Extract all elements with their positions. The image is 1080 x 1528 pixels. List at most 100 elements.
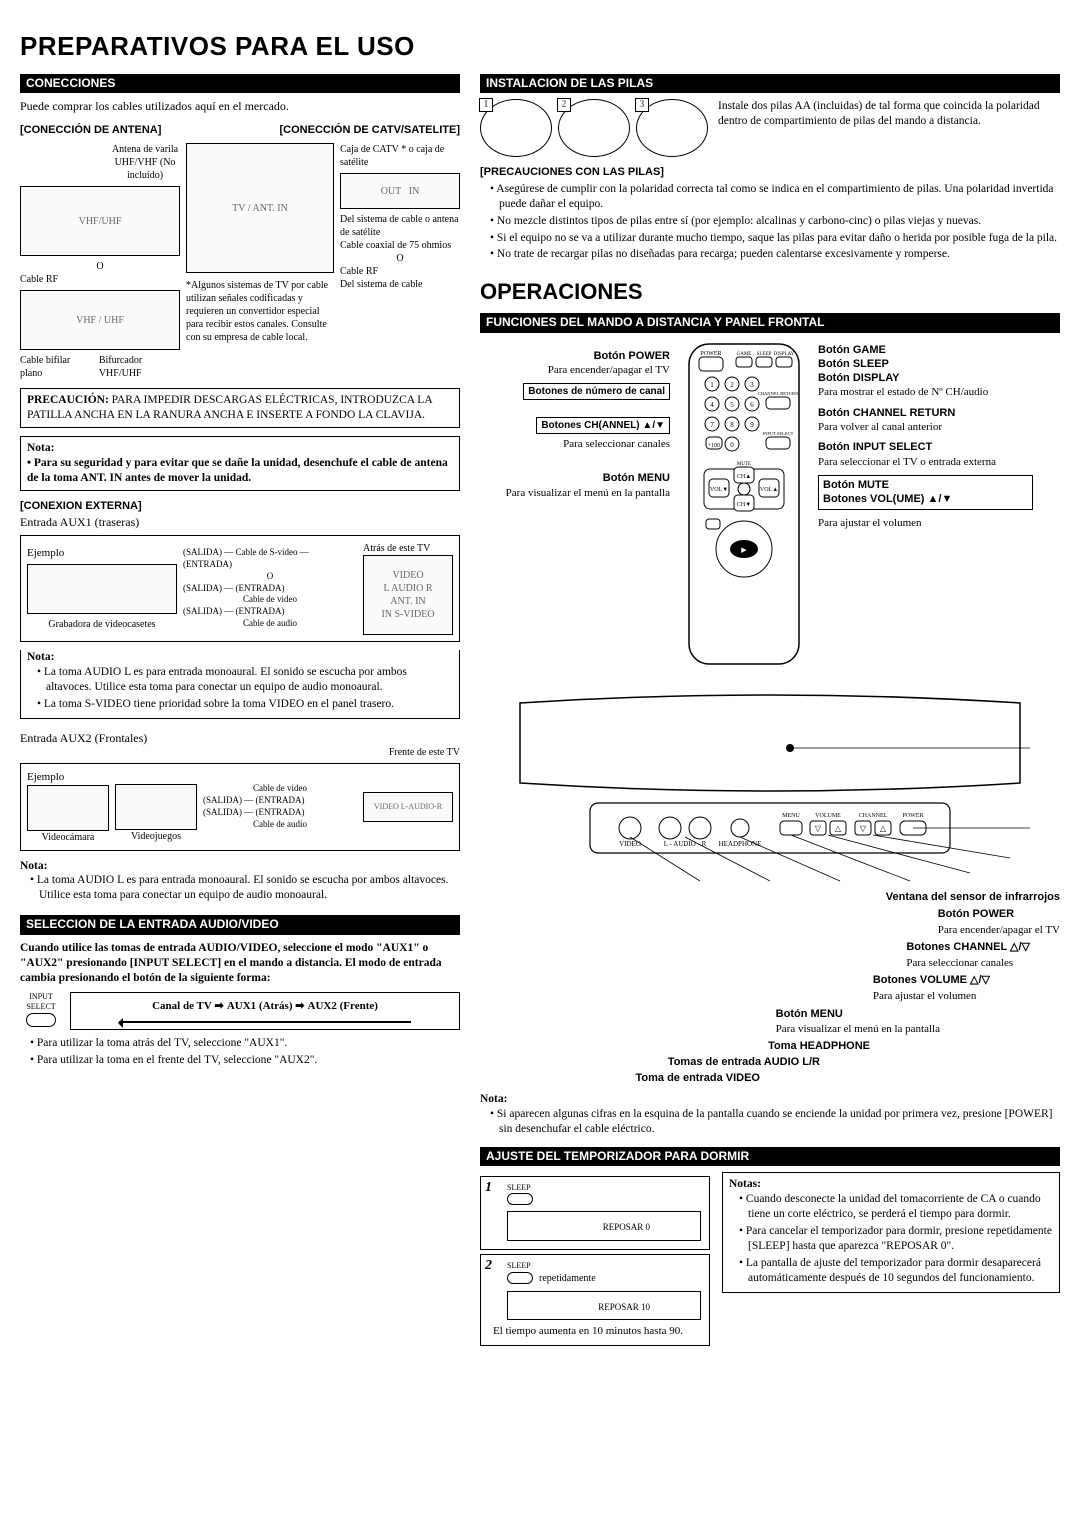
svg-text:CHANNEL RETURN: CHANNEL RETURN (758, 391, 799, 396)
menu-btn-desc: Para visualizar el menú en la pantalla (480, 486, 670, 500)
svg-text:7: 7 (710, 421, 714, 429)
coax-label: Cable coaxial de 75 ohmios (340, 239, 460, 252)
camcorder-fig (27, 785, 109, 831)
vhf-uhf-box: VHF/UHF (20, 186, 180, 256)
svg-text:CH▲: CH▲ (737, 474, 751, 480)
aux2-entrada-2: (ENTRADA) (256, 807, 305, 817)
cycle-box: Canal de TV ➡ AUX1 (Atrás) ➡ AUX2 (Frent… (70, 992, 460, 1030)
caution-box: PRECAUCIÓN: PARA IMPEDIR DESCARGAS ELÉCT… (20, 388, 460, 428)
section-av-select: SELECCION DE LA ENTRADA AUDIO/VIDEO (20, 915, 460, 935)
aux2-note-block: Nota: La toma AUDIO L es para entrada mo… (20, 859, 460, 904)
aux1-head: Entrada AUX1 (traseras) (20, 515, 460, 531)
fp-headphone-label: Toma HEADPHONE (768, 1039, 870, 1053)
sleep-screen-1: REPOSAR 0 (507, 1211, 701, 1241)
svg-text:5: 5 (730, 401, 734, 409)
remote-layout: Botón POWER Para encender/apagar el TV B… (480, 339, 1060, 684)
tv-front-label: Frente de este TV (20, 746, 460, 759)
svg-text:△: △ (880, 824, 887, 833)
tv-back-label: Atrás de este TV (363, 542, 453, 555)
svg-text:CH▼: CH▼ (737, 502, 751, 508)
entrada-3: (ENTRADA) (236, 606, 285, 616)
catv-or: O (340, 252, 460, 265)
svg-text:0: 0 (730, 441, 734, 449)
safety-note-box: Nota: • Para su seguridad y para evitar … (20, 436, 460, 491)
game-fig (115, 784, 197, 830)
svg-text:2: 2 (730, 381, 734, 389)
aux2-salida-2: (SALIDA) (203, 807, 242, 817)
sleep-steps: 1 SLEEP REPOSAR 0 2 SLEEP repetidamente … (480, 1172, 710, 1349)
catv-footnote: *Algunos sistemas de TV por cable utiliz… (186, 279, 334, 344)
fp-ir-label: Ventana del sensor de infrarrojos (886, 890, 1060, 904)
mute-btn-label: Botón MUTE (823, 478, 1028, 492)
number-btn-box: Botones de número de canal (523, 383, 670, 400)
batt-prec-3: Si el equipo no se va a utilizar durante… (490, 231, 1060, 246)
catv-in: IN (409, 185, 420, 198)
battery-fig-1: 1 (480, 99, 552, 157)
buy-cables-text: Puede comprar los cables utilizados aquí… (20, 99, 460, 115)
aux1-diagram: Ejemplo Grabadora de videocasetes (SALID… (20, 535, 460, 642)
ch-btn-box: Botones CH(ANNEL) ▲/▼ (536, 417, 670, 434)
aux2-note-text: La toma AUDIO L es para entrada monoaura… (30, 873, 460, 903)
svg-text:VOL▲: VOL▲ (760, 487, 778, 493)
sleep-screen-2: REPOSAR 10 (507, 1291, 701, 1321)
sleep-repeat-text: repetidamente (539, 1272, 596, 1285)
aux1-example-label: Ejemplo (27, 546, 177, 560)
svg-text:POWER: POWER (701, 351, 722, 357)
tv-rear-diagram: TV / ANT. IN (186, 143, 334, 273)
video-cable-label: Cable de video (183, 594, 357, 606)
sleep-notes-col: Notas: Cuando desconecte la unidad del t… (722, 1172, 1060, 1349)
cycle-aux2: AUX2 (Frente) (308, 1000, 378, 1012)
svg-text:▶: ▶ (741, 546, 747, 554)
input-select-button-icon (26, 1013, 56, 1027)
input-select-label: INPUT SELECT (20, 992, 62, 1013)
svg-text:3: 3 (750, 381, 754, 389)
fp-channel-label: Botones CHANNEL △/▽ (906, 941, 1030, 953)
cycle-tv: Canal de TV (152, 1000, 212, 1012)
antenna-or-1: O (20, 260, 180, 273)
fp-power-desc: Para encender/apagar el TV (938, 924, 1060, 936)
sleep-notes-label: Notas: (729, 1177, 1053, 1192)
front-panel-labels: Ventana del sensor de infrarrojos Botón … (480, 890, 1060, 1086)
svg-text:VIDEO: VIDEO (619, 840, 641, 848)
aux2-video-cable: Cable de video (203, 783, 357, 795)
battery-precautions-head: [PRECAUCIONES CON LAS PILAS] (480, 165, 1060, 179)
cycle-aux1: AUX1 (Atrás) (227, 1000, 293, 1012)
cycle-return-arrow (119, 1015, 411, 1023)
inputsel-btn-label: Botón INPUT SELECT (818, 440, 1033, 454)
front-panel-diagram: VIDEO L - AUDIO - R HEADPHONE MENU ▽ △ V… (480, 693, 1060, 1086)
sel-bullet-2: Para utilizar la toma en el frente del T… (30, 1053, 460, 1068)
av-select-intro: Cuando utilice las tomas de entrada AUDI… (20, 941, 460, 986)
aux2-head: Entrada AUX2 (Frontales) (20, 731, 460, 747)
fp-note-label: Nota: (480, 1093, 507, 1105)
svg-text:MENU: MENU (782, 813, 800, 819)
page-title: PREPARATIVOS PARA EL USO (20, 30, 1060, 64)
inputsel-btn-desc: Para seleccionar el TV o entrada externa (818, 455, 1033, 469)
svg-text:6: 6 (750, 401, 754, 409)
display-btn-desc: Para mostrar el estado de Nº CH/audio (818, 385, 1033, 399)
catv-box-fig: OUT IN (340, 173, 460, 209)
salida-1: (SALIDA) (183, 547, 222, 557)
game-btn-label: Botón GAME (818, 343, 1033, 357)
batt-prec-4: No trate de recargar pilas no diseñadas … (490, 247, 1060, 262)
svg-text:GAME: GAME (737, 352, 752, 357)
aux1-note-box: Nota: La toma AUDIO L es para entrada mo… (20, 650, 460, 719)
external-conn-head: [CONEXION EXTERNA] (20, 499, 460, 513)
svg-text:DISPLAY: DISPLAY (774, 352, 795, 357)
entrada-2: (ENTRADA) (236, 583, 285, 593)
aux2-example-label: Ejemplo (27, 770, 109, 784)
catv-conn-head: [CONECCIÓN DE CATV/SATELITE] (280, 123, 460, 137)
battery-fig-3: 3 (636, 99, 708, 157)
tv-front-jacks: VIDEO L-AUDIO-R (363, 792, 453, 822)
fp-note-block: Nota: Si aparecen algunas cifras en la e… (480, 1092, 1060, 1137)
svg-text:VOLUME: VOLUME (815, 813, 841, 819)
vcr-label: Grabadora de videocasetes (27, 618, 177, 631)
aux1-note-label: Nota: (27, 650, 453, 665)
catv-box-label: Caja de CATV * o caja de satélite (340, 143, 460, 169)
menu-btn-label: Botón MENU (480, 471, 670, 485)
cable-rf-label: Cable RF (20, 273, 180, 286)
sleep-step-2: 2 SLEEP repetidamente REPOSAR 10 El tiem… (480, 1254, 710, 1345)
svg-text:L - AUDIO - R: L - AUDIO - R (664, 840, 707, 848)
aux1-or: O (183, 571, 357, 583)
bifilar-label: Cable bifilar plano (20, 354, 89, 380)
cable-rf-label-2: Cable RF (340, 265, 460, 278)
